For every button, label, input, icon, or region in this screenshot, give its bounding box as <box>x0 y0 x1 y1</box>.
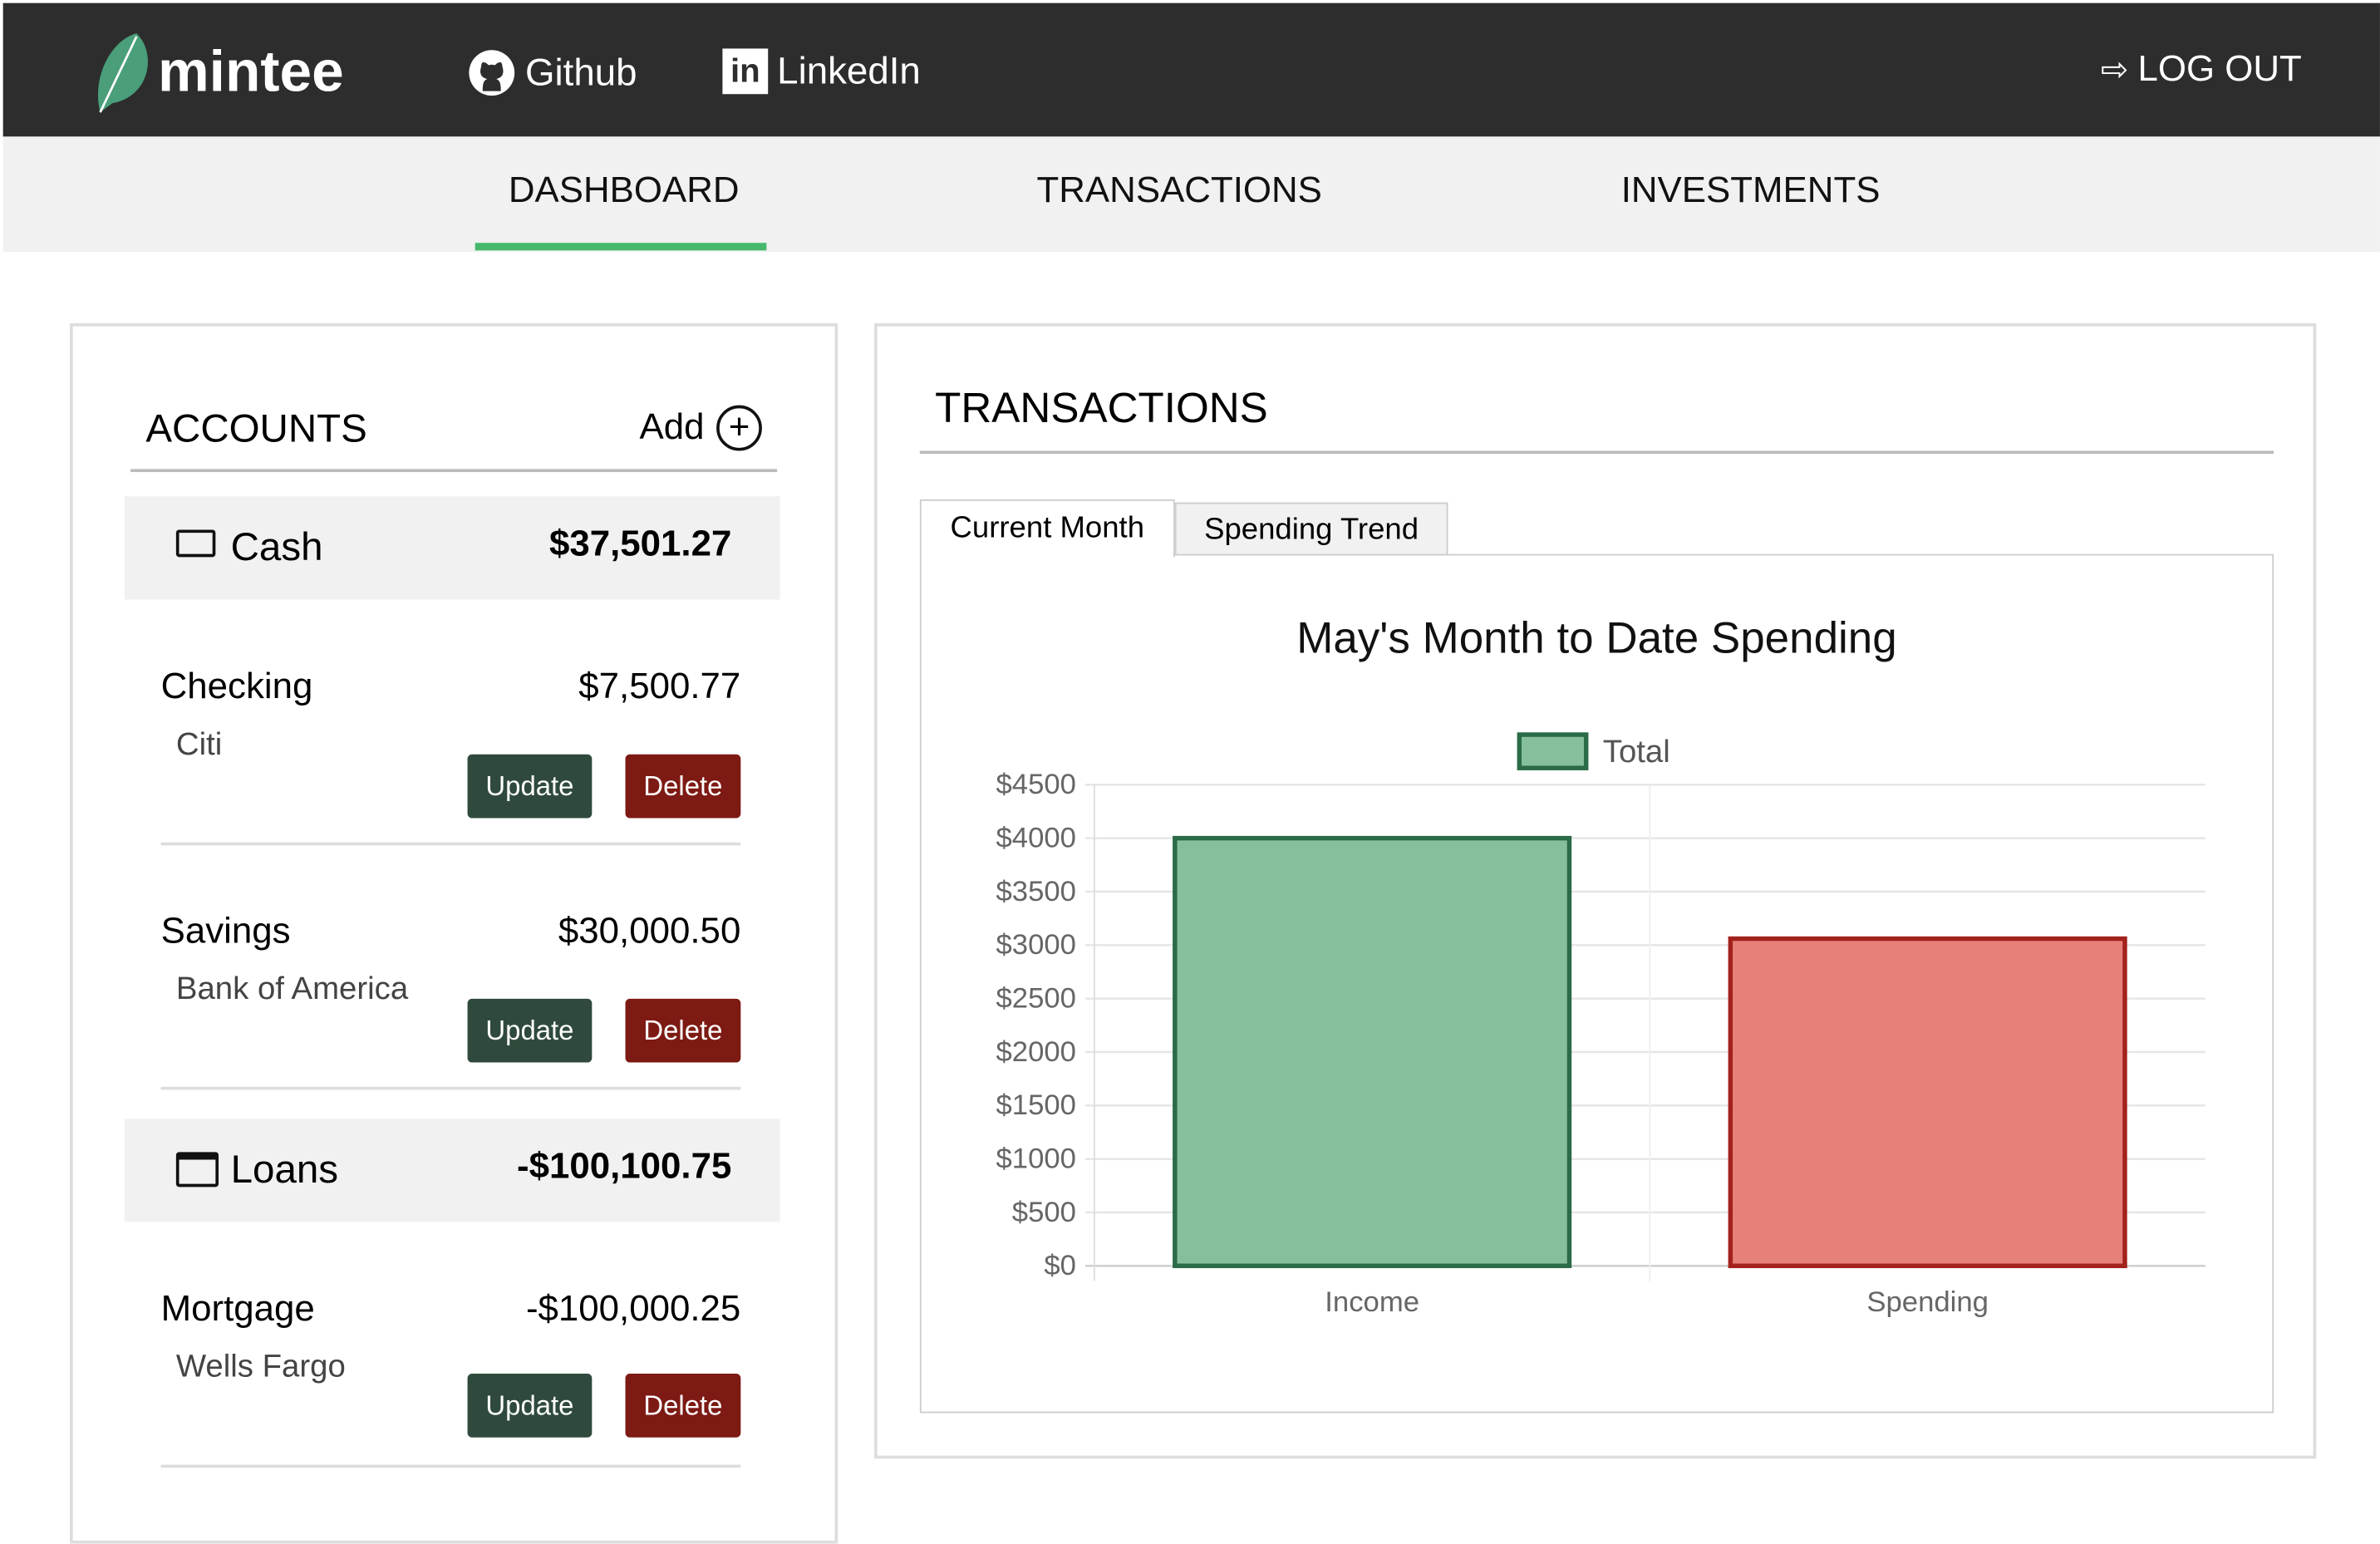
transactions-card: TRANSACTIONS Current Month Spending Tren… <box>874 323 2317 1459</box>
legend-swatch[interactable] <box>1517 732 1589 770</box>
group-name: Loans <box>230 1146 339 1192</box>
group-total: -$100,100.75 <box>516 1146 732 1188</box>
y-tick-label: $2500 <box>996 983 1076 1015</box>
delete-button[interactable]: Delete <box>625 998 741 1063</box>
brand-name: mintee <box>157 40 344 105</box>
account-name: Savings <box>160 910 291 952</box>
delete-button[interactable]: Delete <box>625 1373 741 1438</box>
update-button[interactable]: Update <box>467 998 593 1063</box>
account-institution: Bank of America <box>175 971 409 1006</box>
bar-spending[interactable] <box>1728 936 2127 1269</box>
y-tick-label: $4000 <box>996 823 1076 854</box>
github-label: Github <box>524 51 637 94</box>
legend-label: Total <box>1603 734 1670 770</box>
account-row: Checking $7,500.77 Citi Update Delete <box>160 645 741 846</box>
y-tick-label: $4500 <box>996 769 1076 800</box>
accounts-card: ACCOUNTS Add + Cash $37,501.27 Checking … <box>70 323 838 1544</box>
github-link[interactable]: Github <box>468 48 637 96</box>
account-balance: -$100,000.25 <box>525 1288 741 1330</box>
chart-title: May's Month to Date Spending <box>1296 613 1896 662</box>
group-name: Cash <box>230 524 323 569</box>
y-tick-label: $500 <box>1012 1197 1076 1228</box>
accounts-title: ACCOUNTS <box>145 405 367 451</box>
update-button[interactable]: Update <box>467 1373 593 1438</box>
group-total: $37,501.27 <box>548 524 732 565</box>
tab-investments[interactable]: INVESTMENTS <box>1620 170 1881 211</box>
account-institution: Wells Fargo <box>175 1349 346 1384</box>
tab-current-month[interactable]: Current Month <box>919 499 1175 558</box>
tab-dashboard[interactable]: DASHBOARD <box>508 170 740 211</box>
y-tick-label: $0 <box>1044 1250 1076 1281</box>
account-row: Mortgage -$100,000.25 Wells Fargo Update… <box>160 1267 741 1468</box>
account-institution: Citi <box>175 726 223 762</box>
x-tick-label: Income <box>1325 1286 1419 1318</box>
account-name: Checking <box>160 666 313 708</box>
bar-income[interactable] <box>1173 835 1572 1269</box>
add-label: Add <box>639 406 705 448</box>
leaf-icon <box>97 33 148 113</box>
update-button[interactable]: Update <box>467 754 593 819</box>
delete-button[interactable]: Delete <box>625 754 741 819</box>
active-tab-indicator <box>475 243 767 251</box>
logout-label: LOG OUT <box>2137 48 2302 90</box>
linkedin-icon: in <box>722 48 769 95</box>
chart-panel: May's Month to Date Spending Total $0 $50… <box>919 553 2274 1414</box>
bar-chart: May's Month to Date Spending Total $0 $50… <box>996 613 2205 1318</box>
cash-icon <box>175 529 216 558</box>
account-group-cash: Cash $37,501.27 <box>124 496 780 600</box>
y-tick-label: $1500 <box>996 1089 1076 1121</box>
github-icon <box>469 50 515 96</box>
transactions-header: TRANSACTIONS <box>919 384 2274 455</box>
transactions-title: TRANSACTIONS <box>935 384 1268 431</box>
logout-icon: ⇨ <box>2100 50 2129 88</box>
account-balance: $7,500.77 <box>578 666 741 708</box>
top-bar: mintee Github in LinkedIn ⇨ LOG OUT <box>2 2 2380 137</box>
plus-circle-icon: + <box>716 405 762 451</box>
linkedin-label: LinkedIn <box>777 49 921 92</box>
y-tick-label: $2000 <box>996 1036 1076 1068</box>
main-tabs: DASHBOARD TRANSACTIONS INVESTMENTS <box>2 136 2380 253</box>
tab-spending-trend[interactable]: Spending Trend <box>1174 502 1448 556</box>
x-tick-label: Spending <box>1866 1286 1989 1318</box>
account-name: Mortgage <box>160 1288 315 1330</box>
y-tick-label: $1000 <box>996 1143 1076 1175</box>
logout-button[interactable]: ⇨ LOG OUT <box>2101 48 2302 91</box>
y-tick-label: $3000 <box>996 929 1076 961</box>
credit-card-icon <box>175 1152 219 1188</box>
linkedin-link[interactable]: in LinkedIn <box>722 48 921 95</box>
account-group-loans: Loans -$100,100.75 <box>124 1119 780 1222</box>
accounts-header: ACCOUNTS Add + <box>130 399 778 473</box>
logo[interactable]: mintee <box>91 31 344 116</box>
account-balance: $30,000.50 <box>558 910 741 952</box>
account-row: Savings $30,000.50 Bank of America Updat… <box>160 889 741 1090</box>
add-account-button[interactable]: Add + <box>639 405 762 451</box>
tab-transactions[interactable]: TRANSACTIONS <box>1036 170 1322 211</box>
y-tick-label: $3500 <box>996 876 1076 907</box>
